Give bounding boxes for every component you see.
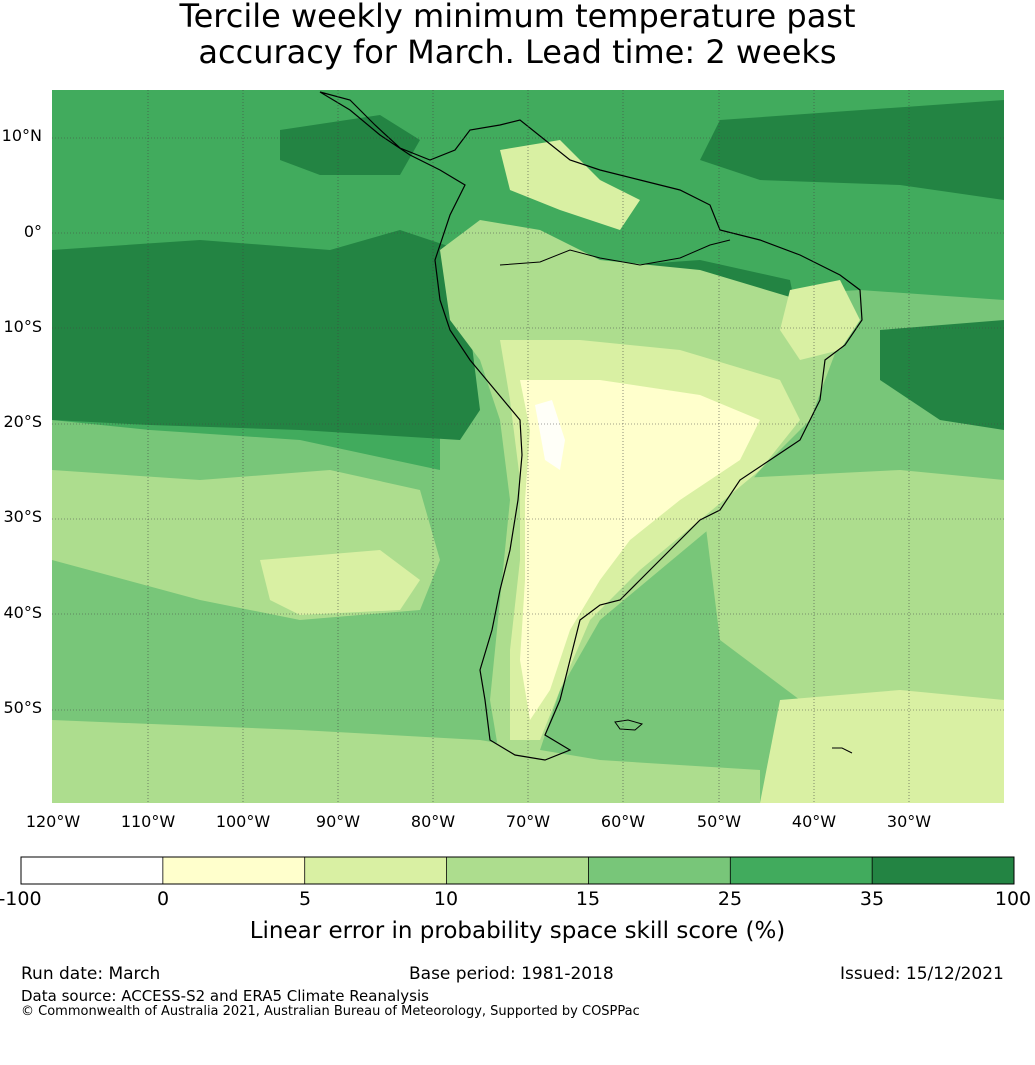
field-southern-lighter: [52, 720, 760, 803]
colorbar: [20, 856, 1015, 885]
lon-label-110w: 110°W: [120, 812, 176, 831]
lon-label-90w: 90°W: [315, 812, 361, 831]
lat-label-10s: 10°S: [3, 317, 42, 336]
data-source: Data source: ACCESS-S2 and ERA5 Climate …: [21, 987, 429, 1005]
copyright: © Commonwealth of Australia 2021, Austra…: [21, 1004, 640, 1019]
field-northeast-brazil-light: [780, 280, 860, 360]
colorbar-label: Linear error in probability space skill …: [249, 918, 786, 944]
lon-label-30w: 30°W: [886, 812, 932, 831]
colorbar-segment: [446, 857, 589, 884]
colorbar-segment: [162, 857, 305, 884]
coastline-south-america: [319, 91, 863, 761]
lon-label-50w: 50°W: [696, 812, 742, 831]
lat-label-10n: 10°N: [1, 126, 42, 145]
lon-label-60w: 60°W: [600, 812, 646, 831]
field-continent-palest: [520, 380, 760, 720]
field-south-pacific-lighter: [260, 550, 420, 615]
lon-label-120w: 120°W: [25, 812, 81, 831]
field-guiana-light: [500, 140, 640, 230]
colorbar-segment: [304, 857, 447, 884]
field-south-atlantic-light: [700, 470, 1004, 720]
lat-label-20s: 20°S: [3, 412, 42, 431]
colorbar-border: [20, 856, 1015, 885]
colorbar-tick-label: 25: [717, 888, 743, 910]
colorbar-segment: [730, 857, 873, 884]
map-field: [52, 90, 1004, 803]
lat-label-50s: 50°S: [3, 698, 42, 717]
coastline-amazon-river: [499, 239, 731, 266]
lon-label-100w: 100°W: [215, 812, 271, 831]
colorbar-segment: [21, 857, 163, 884]
lon-label-80w: 80°W: [410, 812, 456, 831]
colorbar-tick-label: 35: [859, 888, 885, 910]
map-title-line2: accuracy for March. Lead time: 2 weeks: [198, 33, 837, 71]
field-atlantic-north-dark: [700, 100, 1004, 200]
lon-label-40w: 40°W: [791, 812, 837, 831]
run-date: Run date: March: [21, 964, 161, 984]
lat-label-30s: 30°S: [3, 507, 42, 526]
field-atlantic-east-dark: [880, 320, 1004, 430]
coastline-falklands: [614, 719, 644, 731]
lat-label-40s: 40°S: [3, 603, 42, 622]
field-andes-white: [535, 400, 565, 470]
lon-label-70w: 70°W: [505, 812, 551, 831]
field-pacific-darkest: [52, 230, 480, 440]
graticule: [52, 90, 1004, 803]
base-period: Base period: 1981-2018: [409, 964, 614, 984]
field-south-atlantic-lighter: [760, 690, 1004, 803]
colorbar-tick-label: 10: [433, 888, 459, 910]
colorbar-tick-label: -100: [0, 888, 42, 910]
lat-label-0: 0°: [23, 222, 42, 241]
coastline-south-georgia: [832, 747, 853, 754]
colorbar-tick-label: 15: [575, 888, 601, 910]
field-caribbean-dark: [280, 115, 420, 175]
colorbar-segment: [872, 857, 1014, 884]
colorbar-segment: [588, 857, 731, 884]
colorbar-tick-label: 100: [994, 888, 1032, 910]
colorbar-tick-label: 0: [156, 888, 170, 910]
map-title-line1: Tercile weekly minimum temperature past: [179, 0, 856, 35]
issued-date: Issued: 15/12/2021: [840, 964, 1004, 984]
colorbar-tick-label: 5: [298, 888, 312, 910]
